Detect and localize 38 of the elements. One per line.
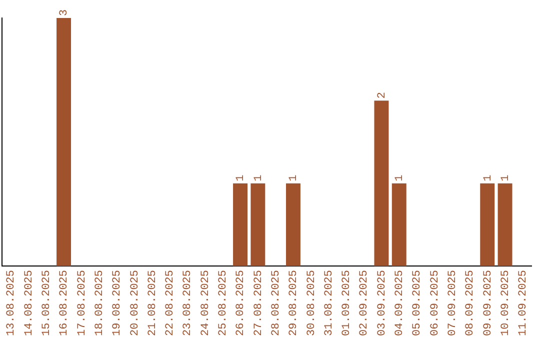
data-label: 1 — [394, 174, 406, 182]
data-label: 1 — [500, 174, 512, 182]
x-tick-label: 31.08.2025 — [323, 270, 336, 336]
x-tick-label: 13.08.2025 — [6, 270, 18, 336]
x-tick-label: 11.09.2025 — [518, 270, 530, 336]
x-tick-label: 14.08.2025 — [23, 270, 36, 336]
x-tick-label: 24.08.2025 — [200, 270, 212, 336]
x-tick-label: 04.09.2025 — [394, 270, 406, 336]
data-label: 1 — [235, 174, 248, 182]
x-tick-label: 02.09.2025 — [358, 270, 371, 336]
x-tick-label: 15.08.2025 — [41, 270, 54, 336]
x-tick-label: 05.09.2025 — [412, 270, 424, 336]
data-label: 1 — [482, 174, 494, 182]
x-tick-label: 25.08.2025 — [218, 270, 230, 336]
data-label: 1 — [288, 174, 300, 182]
x-tick-label: 22.08.2025 — [164, 270, 177, 336]
x-tick-label: 26.08.2025 — [235, 270, 248, 336]
x-tick-label: 03.09.2025 — [376, 270, 388, 336]
x-tick-label: 01.09.2025 — [341, 270, 354, 336]
x-tick-label: 29.08.2025 — [288, 270, 300, 336]
x-tick-label: 18.08.2025 — [94, 270, 106, 336]
x-tick-label: 21.08.2025 — [146, 270, 159, 336]
x-tick-label: 23.08.2025 — [182, 270, 194, 336]
x-tick-label: 27.08.2025 — [252, 270, 265, 336]
x-tick-label: 16.08.2025 — [58, 270, 71, 336]
x-tick-label: 09.09.2025 — [482, 270, 494, 336]
data-label: 2 — [376, 92, 388, 99]
x-tick-label: 28.08.2025 — [270, 270, 282, 336]
x-tick-label: 17.08.2025 — [76, 270, 88, 336]
data-label: 1 — [252, 174, 265, 182]
x-tick-label: 07.09.2025 — [446, 270, 459, 336]
x-tick-label: 20.08.2025 — [129, 270, 142, 336]
x-tick-label: 19.08.2025 — [112, 270, 124, 336]
x-tick-label: 08.09.2025 — [464, 270, 477, 336]
x-tick-label: 30.08.2025 — [306, 270, 318, 336]
data-label: 3 — [58, 9, 71, 16]
x-tick-label: 06.09.2025 — [429, 270, 442, 336]
x-tick-label: 10.09.2025 — [500, 270, 512, 336]
